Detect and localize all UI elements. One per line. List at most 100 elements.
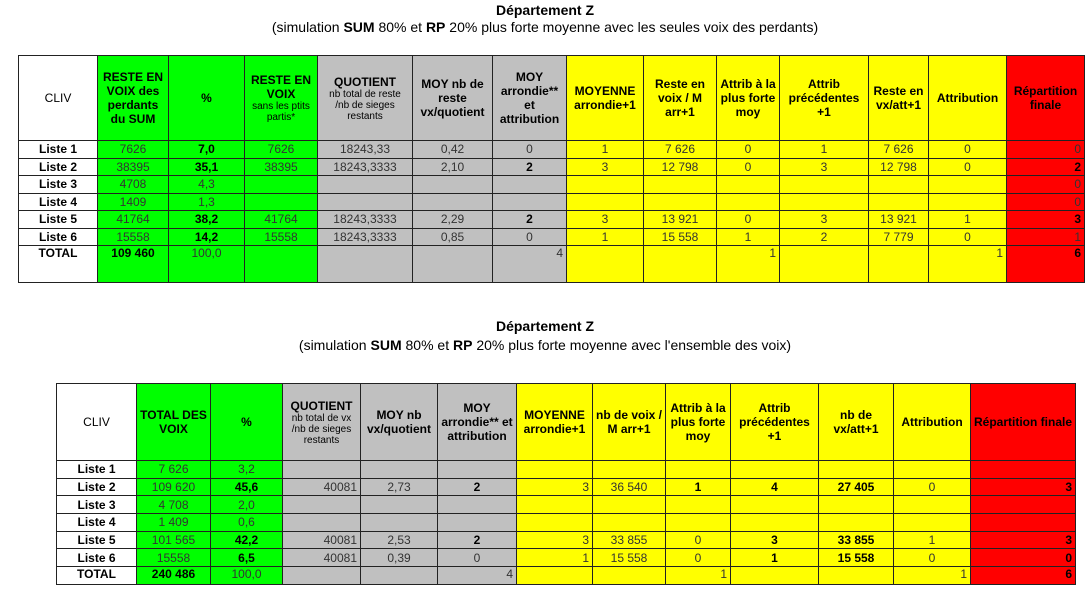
table-cell [282,495,361,515]
header-sublabel: sans les ptits partis* [252,101,310,123]
table-cell: 38395 [244,157,318,176]
table-cell: 100,0 [168,245,245,283]
table-cell: 7626 [97,140,169,159]
header-label: MOY nb vx/quotient [366,408,431,436]
row-label: Liste 2 [56,477,137,497]
table-cell: 41764 [97,210,169,229]
table-cell: 3 [566,210,644,229]
header-label: Attribution [936,91,999,105]
table-cell: 36 540 [592,477,666,497]
table-cell: 12 798 [643,157,717,176]
table-cell [282,460,361,479]
table-simulation-perdants: CLIV RESTE EN VOIX des perdants du SUM% RE… [18,55,1085,283]
column-header: MOY arrondie** et attribution [492,55,567,141]
header-label: RESTE EN VOIX des perdants du SUM [102,70,163,126]
table-cell [244,175,318,194]
column-header: MOY nb vx/quotient [360,383,438,461]
table-row: Liste 4 1409 1,3 0 [18,192,1085,211]
table-cell: 1 [716,227,780,246]
table-cell: 15558 [97,227,169,246]
table-cell: 3 [779,157,869,176]
table-cell: 38395 [97,157,169,176]
column-header: RESTE EN VOIX des perdants du SUM [97,55,169,141]
header-label: MOYENNE arrondie+1 [574,84,636,112]
column-header: Reste en vx/att+1 [868,55,929,141]
column-header: Attrib à la plus forte moy [716,55,780,141]
table-cell: 0 [665,548,731,568]
table-cell [665,460,731,479]
table-row: Liste 5 101 565 42,2 40081 2,53 2 3 33 855 0 3 33 … [56,530,1076,550]
table-cell: 12 798 [868,157,929,176]
table-cell: 15 558 [643,227,717,246]
table-row: Liste 5 41764 38,2 41764 18243,3333 2,29 2 3 13 … [18,210,1085,229]
header-label: TOTAL DES VOIX [140,408,207,436]
table-cell: 1 [779,140,869,159]
table-cell [868,175,929,194]
table-row: Liste 2 38395 35,1 38395 18243,3333 2,10 2 3 12 … [18,157,1085,176]
table-cell [643,192,717,211]
header-label: CLIV [83,415,110,429]
table-cell: 1 [730,548,819,568]
table-cell [893,495,971,515]
table-cell [437,495,517,515]
table-cell: 2 [492,210,567,229]
column-header: MOYENNE arrondie+1 [516,383,593,461]
table-cell: 41764 [244,210,318,229]
table-cell [492,175,567,194]
table-row: Liste 6 15558 14,2 15558 18243,3333 0,85 0 1 15 … [18,227,1085,246]
table-cell [437,513,517,532]
table-cell: 7 626 [868,140,929,159]
column-header: Répartition finale [1006,55,1085,141]
table-cell: 1 [566,227,644,246]
table-cell [730,495,819,515]
table-cell [516,495,593,515]
column-header: MOY nb de reste vx/quotient [412,55,493,141]
table-cell: 2 [1006,157,1085,176]
row-label: Liste 5 [18,210,98,229]
table-cell: 1,3 [168,192,245,211]
table-cell: 2,73 [360,477,438,497]
table-row: Liste 2 109 620 45,6 40081 2,73 2 3 36 540 1 4 27 … [56,477,1076,497]
column-header: Attrib précédentes +1 [730,383,819,461]
table-row: Liste 3 4708 4,3 0 [18,175,1085,194]
table-cell [592,513,666,532]
column-header: % [168,55,245,141]
table-cell: 0 [1006,140,1085,159]
table-cell [928,175,1007,194]
table-cell: 15 558 [818,548,894,568]
table-cell [317,245,413,283]
header-label: QUOTIENT [334,74,396,89]
column-header: CLIV [18,55,98,141]
header-label: Attrib précédentes +1 [739,401,810,443]
table-cell: 7 779 [868,227,929,246]
column-header: nb de vx/att+1 [818,383,894,461]
table-cell: 1 409 [136,513,211,532]
table-cell: 0,42 [412,140,493,159]
table-cell [592,566,666,585]
header-label: Répartition finale [974,415,1073,429]
column-header: TOTAL DES VOIX [136,383,211,461]
table-cell: 0 [716,140,780,159]
table-cell [970,495,1076,515]
table-cell: 0 [928,157,1007,176]
table-cell: 18243,3333 [317,210,413,229]
table-cell: 1 [928,210,1007,229]
table-cell [592,495,666,515]
header-label: nb de vx/att+1 [833,408,879,436]
table-cell: 15 558 [592,548,666,568]
table-cell: 0 [437,548,517,568]
table-cell [730,460,819,479]
table-cell [818,460,894,479]
header-label: MOYENNE arrondie+1 [523,408,586,436]
table-cell [516,460,593,479]
row-label: Liste 4 [18,192,98,211]
table-cell [437,460,517,479]
row-label: Liste 1 [56,460,137,479]
column-header: nb de voix / M arr+1 [592,383,666,461]
table-cell [730,513,819,532]
table-cell: 1409 [97,192,169,211]
table-cell: 6 [970,566,1076,585]
table-cell: 0 [716,210,780,229]
